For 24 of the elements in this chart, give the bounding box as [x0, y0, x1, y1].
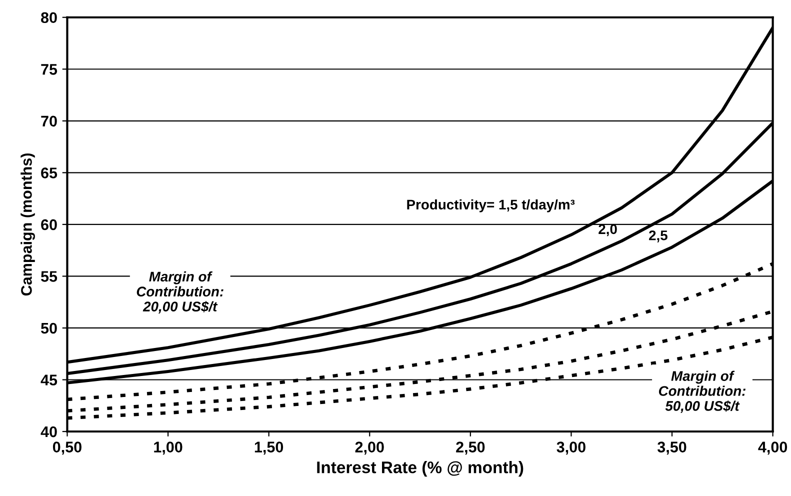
annotation: Margin of Contribution: 20,00 US$/t	[136, 271, 224, 314]
x-tick-label: 3,50	[657, 442, 686, 455]
x-tick-label: 2,00	[355, 442, 384, 455]
y-tick-label: 55	[40, 271, 58, 282]
annotation: Margin of Contribution: 50,00 US$/t	[658, 370, 746, 413]
x-tick-label: 0,50	[52, 442, 82, 455]
x-axis-title: Interest Rate (% @ month)	[317, 461, 524, 477]
y-tick-label: 50	[40, 322, 57, 334]
annotation: Productivity= 1,5 t/day/m³	[407, 199, 575, 212]
x-tick-label: 3,00	[556, 442, 586, 455]
x-tick-label: 1,00	[154, 442, 182, 455]
y-tick-label: 60	[41, 219, 57, 230]
y-tick-label: 65	[41, 168, 58, 178]
x-tick-label: 2,50	[456, 442, 485, 455]
y-tick-label: 70	[41, 116, 57, 127]
annotation: 2,5	[649, 230, 668, 242]
x-tick-label: 4,00	[758, 442, 788, 455]
y-axis-title: Campaign (months)	[20, 153, 35, 296]
y-tick-label: 75	[41, 64, 58, 75]
annotation: 2,0	[598, 224, 617, 236]
y-tick-label: 80	[41, 12, 57, 24]
y-tick-label: 45	[40, 374, 58, 386]
y-tick-label: 40	[40, 426, 57, 438]
x-tick-label: 1,50	[254, 442, 284, 455]
